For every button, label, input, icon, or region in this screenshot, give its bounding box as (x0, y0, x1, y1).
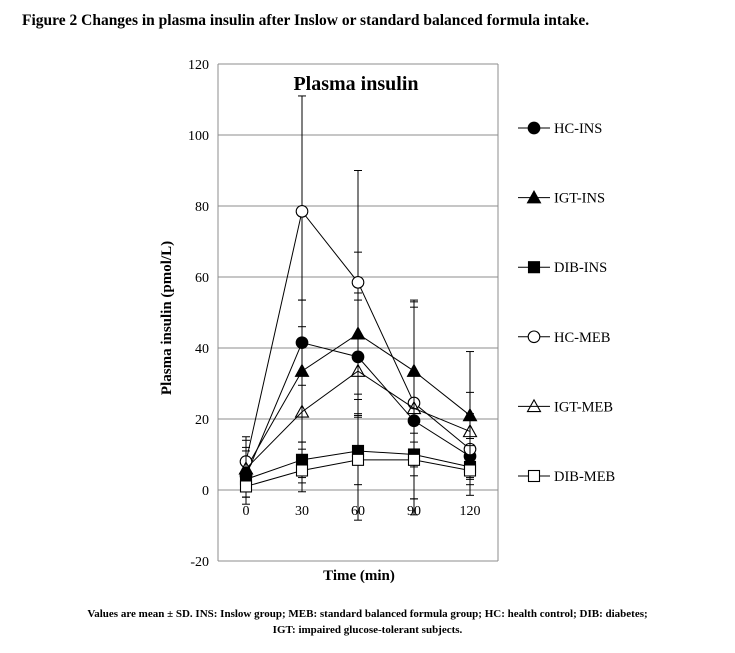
legend-marker (526, 398, 542, 413)
series-layer (238, 95, 478, 521)
legend-label: IGT-INS (554, 191, 605, 207)
data-point (407, 453, 421, 466)
legend-item: DIB-INS (518, 260, 607, 276)
data-point (238, 461, 254, 475)
data-point (406, 400, 422, 415)
data-point (463, 464, 477, 477)
legend-label: DIB-INS (554, 260, 607, 276)
y-tick-label: 0 (202, 484, 209, 499)
y-tick-label: -20 (190, 555, 209, 570)
legend-marker (527, 121, 541, 135)
y-tick-label: 60 (195, 271, 209, 286)
legend-item: HC-MEB (518, 330, 610, 346)
data-point (295, 204, 309, 218)
legend-marker (527, 330, 541, 344)
chart-title: Plasma insulin (293, 73, 418, 95)
series-dib-meb (239, 398, 477, 521)
figure-title: Figure 2 Changes in plasma insulin after… (22, 12, 590, 29)
y-tick-label: 80 (195, 200, 209, 215)
data-point (294, 404, 310, 418)
data-point (239, 480, 253, 493)
data-point (350, 363, 366, 377)
caption-line-1: Values are mean ± SD. INS: Inslow group;… (87, 608, 648, 620)
legend-label: DIB-MEB (554, 469, 615, 485)
series-line (245, 370, 471, 470)
legend-item: IGT-INS (518, 189, 605, 207)
y-tick-label: 40 (195, 342, 209, 357)
y-axis-label: Plasma insulin (pmol/L) (159, 241, 175, 395)
legend-item: HC-INS (518, 121, 602, 137)
legend-label: HC-MEB (554, 330, 610, 346)
x-tick-label: 120 (460, 504, 481, 519)
data-point (351, 275, 365, 289)
legend-marker (526, 189, 542, 204)
legend-label: IGT-MEB (554, 399, 613, 415)
y-tick-label: 100 (188, 129, 209, 144)
figure-caption: Values are mean ± SD. INS: Inslow group;… (0, 606, 735, 638)
x-axis-label: Time (min) (323, 568, 395, 584)
legend: HC-INS IGT-INS DIB-INS HC-MEB IGT-MEB DIB-MEB (518, 121, 615, 485)
y-tick-label: 20 (195, 413, 209, 428)
legend-marker (527, 261, 541, 274)
x-tick-label: 0 (243, 504, 250, 519)
legend-item: DIB-MEB (518, 469, 615, 485)
x-tick-label: 30 (295, 504, 309, 519)
legend-label: HC-INS (554, 121, 602, 137)
data-point (462, 423, 478, 438)
y-tick-label: 120 (188, 58, 209, 73)
data-point (295, 464, 309, 477)
legend-marker (527, 469, 541, 483)
legend-item: IGT-MEB (518, 398, 613, 415)
data-point (351, 453, 365, 466)
caption-line-2: IGT: impaired glucose-tolerant subjects. (272, 624, 463, 636)
